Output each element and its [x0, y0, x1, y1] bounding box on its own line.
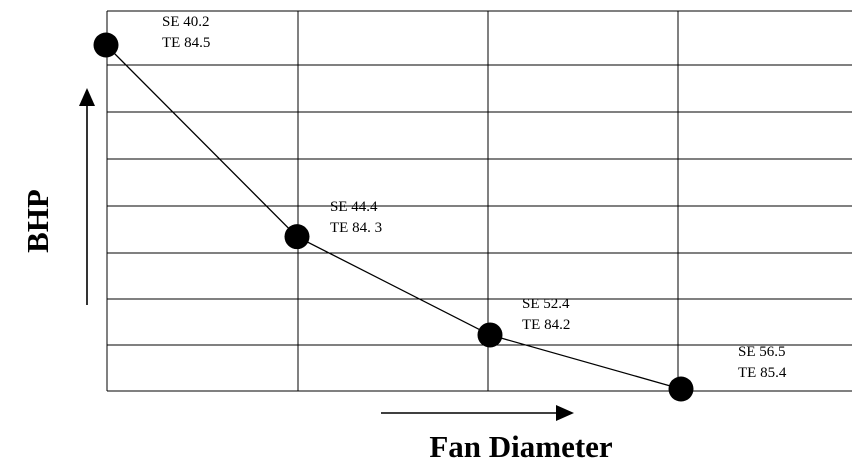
data-point-2	[284, 224, 310, 250]
data-point-4	[668, 376, 694, 402]
point-label-4: SE 56.5 TE 85.4	[738, 344, 787, 381]
point-label-2: SE 44.4 TE 84. 3	[330, 199, 382, 236]
series-line	[105, 44, 682, 390]
point-label-4-line-2: TE 85.4	[738, 365, 787, 381]
x-axis-title: Fan Diameter	[429, 429, 613, 464]
markers-group	[93, 32, 694, 402]
point-label-3-line-2: TE 84.2	[522, 317, 570, 333]
point-label-1-line-1: SE 40.2	[162, 14, 210, 30]
x-axis-arrow	[381, 405, 574, 421]
point-label-2-line-2: TE 84. 3	[330, 220, 382, 236]
data-point-1	[93, 32, 119, 58]
y-axis-arrow	[79, 88, 95, 305]
point-label-1: SE 40.2 TE 84.5	[162, 14, 210, 51]
point-label-3: SE 52.4 TE 84.2	[522, 296, 570, 333]
data-point-3	[477, 322, 503, 348]
point-label-4-line-1: SE 56.5	[738, 344, 786, 360]
point-label-2-line-1: SE 44.4	[330, 199, 378, 215]
point-labels-group: SE 40.2 TE 84.5 SE 44.4 TE 84. 3 SE 52.4 TE 8…	[162, 14, 787, 381]
chart-grid	[106, 10, 852, 392]
point-label-1-line-2: TE 84.5	[162, 35, 210, 51]
series-line-group	[105, 44, 682, 390]
point-label-3-line-1: SE 52.4	[522, 296, 570, 312]
y-axis-title: BHP	[20, 189, 55, 253]
